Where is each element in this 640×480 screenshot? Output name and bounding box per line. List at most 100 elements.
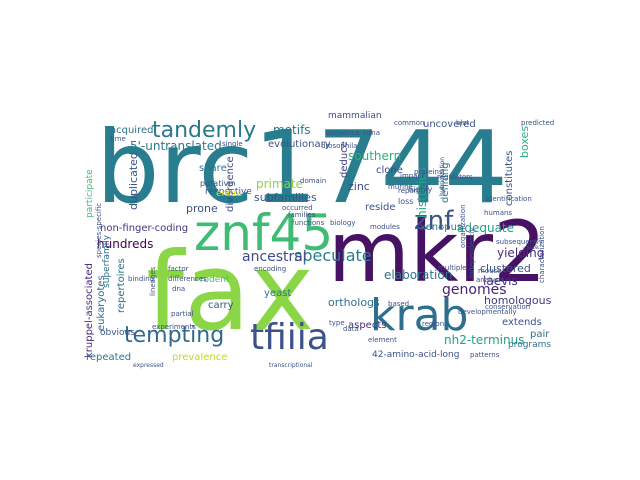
word-yeast: yeast [264,288,292,299]
word-size: size [527,244,539,251]
word-mammalian: mammalian [328,111,382,121]
word-mkr2: mkr2 [328,203,547,301]
word-report: report [398,187,420,195]
word-pair: pair [530,329,550,340]
word-species-specific: species-specific [95,202,103,258]
word-common: common [394,119,425,127]
word-tempting: tempting [124,323,225,348]
word-characterization: characterization [538,226,546,283]
word-families: families [288,211,316,219]
word-identification: identification [486,195,532,203]
word-repeated: repeated [86,352,132,363]
word-partial: partial [171,310,194,318]
word-southern: southern [348,149,402,163]
word-aspects: aspects [348,320,387,331]
word-superfamily: superfamily [102,234,112,288]
word-binding: binding [128,275,155,283]
word-clustered: clustered [480,262,531,275]
word-subfamilies: subfamilies [254,191,317,204]
word-clone: clone [376,165,403,176]
word-subsequently: subsequently [496,238,543,246]
word-extends: extends [502,317,542,328]
word-biology: biology [330,219,356,227]
word-hybridization: hybridization [439,156,446,196]
word-share: share [199,163,227,174]
word-orthologs: orthologs [328,296,380,309]
word-proteins: proteins [414,168,443,176]
word-reside: reside [365,202,396,213]
word-entire: entire [216,189,243,199]
word-boxes: boxes [518,125,531,158]
word-expressed: expressed [133,362,164,369]
word-znf: znf [414,206,454,236]
word-encoding: encoding [254,265,287,273]
word-predicted: predicted [521,119,555,127]
word-acquired: acquired [110,125,154,136]
word-cloud: brc1744 fax mkr2 znf45 krab tfiiia tempting tan… [80,108,560,372]
word-hundreds: hundreds [97,237,154,251]
word-ancestral: ancestral [242,249,307,265]
word-analysis: analysis [476,276,505,284]
word-factor: factor [168,265,189,273]
word-loss: loss [398,197,414,206]
word-homologous: homologous [484,294,552,307]
word-independently: independently [468,227,476,278]
word-rodent: rodent [200,275,230,285]
word-5-untranslated: 5'-untranslated [130,139,222,153]
word-experiments: experiments [152,323,196,331]
word-cdna: cdna [363,129,381,137]
word-patterns: patterns [470,351,500,359]
word-dna: dna [172,285,186,293]
word-genomes: genomes [442,282,507,298]
word-krab: krab [370,290,469,341]
word-functions: functions [292,219,325,227]
word-single: single [222,140,243,148]
word-elaboration: elaboration [384,268,453,282]
word-time: time [110,135,126,143]
word-domain: domain [300,177,327,185]
word-blot: blot [456,119,470,127]
word-uncovered: uncovered [423,119,476,130]
word-prevalence: prevalence [172,352,228,363]
word-organization: organization [459,204,467,248]
word-putative: putative [200,179,234,188]
word-motifs: motifs [273,123,311,137]
word-adequate: adequate [457,221,515,235]
word-nh2-terminus: nh2-terminus [444,333,525,347]
word-murine: murine [388,183,413,191]
word-xenopus: xenopus [420,222,463,233]
word-transcriptional: transcriptional [269,362,313,369]
word-evolutionary: evolutionary [268,139,331,150]
word-sequence: sequence [326,129,360,137]
word-fax: fax [146,230,315,355]
word-programs: programs [508,340,552,350]
word-non-finger-coding: non-finger-coding [100,223,189,234]
word-speculate: speculate [294,246,372,265]
word-differences: differences [168,275,207,283]
word-mouse: mouse [478,267,502,275]
word-zinc: zinc [348,180,370,193]
word-obvious: obvious [100,328,135,338]
word-type: type [329,319,345,327]
word-data: data [343,325,359,333]
word-brc1744: brc1744 [96,109,508,226]
word-primate: primate [256,177,304,191]
word-humans: humans [484,209,513,217]
word-kruppel-associated: kruppel-associated [84,263,95,358]
word-tfiiia: tfiiia [250,317,329,358]
word-laevis: laevis [483,274,518,288]
word-42-amino-acid-long: 42-amino-acid-long [372,350,460,360]
word-lineages: lineages [149,266,157,296]
word-conservation: conservation [485,303,531,311]
word-repertoires: repertoires [116,258,127,313]
word-carry: carry [208,300,234,311]
word-respective: respective [205,187,252,197]
word-regulators: regulators [437,173,473,181]
word-duplicated: duplicated [127,152,140,210]
word-occurred: occurred [282,204,313,212]
word-element: element [368,336,397,344]
word-drosophila: drosophila [321,142,358,150]
word-tandemly: tandemly [152,118,257,143]
word-modules: modules [370,223,400,231]
